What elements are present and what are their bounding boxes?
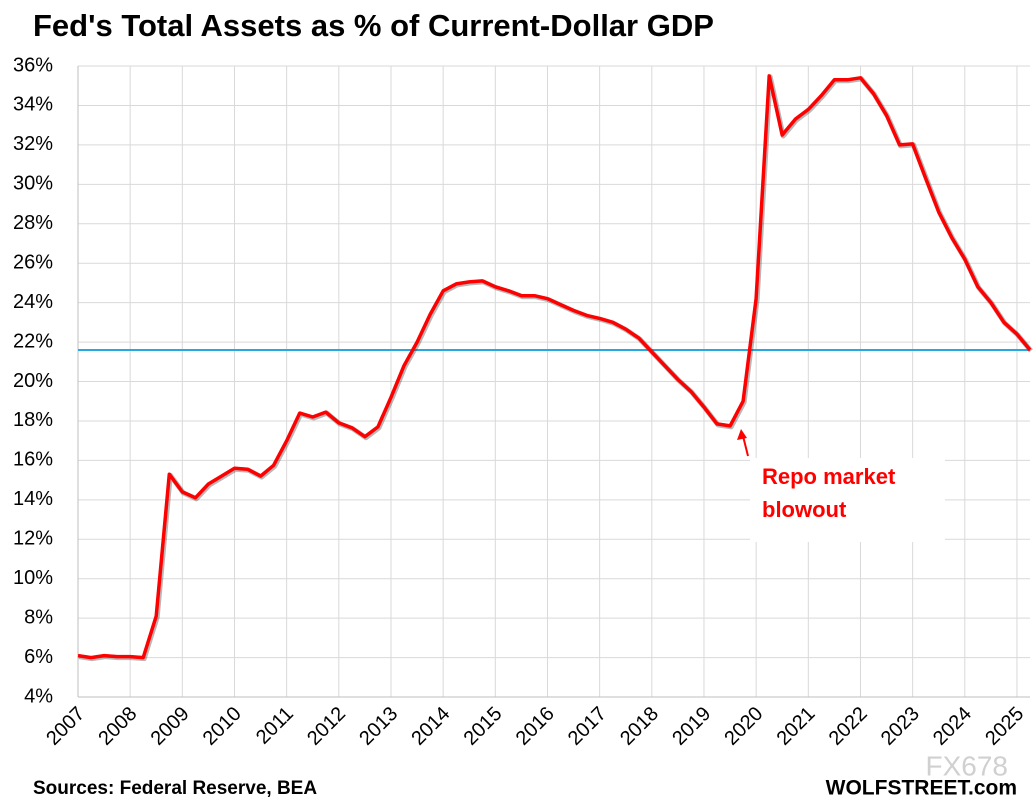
x-tick-label: 2017 — [564, 703, 611, 750]
annotation-arrowhead — [737, 429, 747, 440]
x-tick-label: 2023 — [877, 703, 924, 750]
x-tick-label: 2018 — [616, 703, 663, 750]
y-tick-label: 22% — [13, 330, 53, 352]
y-tick-label: 12% — [13, 528, 53, 550]
y-tick-label: 16% — [13, 449, 53, 471]
annotation-text: Repo market — [762, 464, 896, 489]
watermark: FX678 — [926, 750, 1009, 781]
y-tick-label: 8% — [24, 606, 53, 628]
chart-title: Fed's Total Assets as % of Current-Dolla… — [33, 8, 714, 43]
grid — [77, 65, 1030, 698]
data-line — [77, 74, 1032, 660]
x-tick-label: 2016 — [512, 703, 559, 750]
y-tick-label: 4% — [24, 685, 53, 707]
x-tick-label: 2022 — [825, 703, 872, 750]
y-tick-label: 34% — [13, 94, 53, 116]
credit: WOLFSTREET.com — [826, 777, 1017, 800]
x-tick-label: 2008 — [94, 703, 141, 750]
x-tick-label: 2013 — [355, 703, 402, 750]
y-tick-label: 6% — [24, 646, 53, 668]
x-tick-label: 2020 — [720, 703, 767, 750]
x-tick-label: 2019 — [668, 703, 715, 750]
x-tick-label: 2010 — [199, 703, 246, 750]
source: Sources: Federal Reserve, BEA — [33, 778, 317, 799]
y-tick-label: 18% — [13, 409, 53, 431]
x-tick-label: 2015 — [460, 703, 507, 750]
y-tick-label: 36% — [13, 54, 53, 76]
y-tick-label: 32% — [13, 133, 53, 155]
x-tick-label: 2024 — [929, 703, 976, 750]
x-tick-label: 2011 — [252, 703, 298, 749]
annotation-arrow — [742, 435, 749, 457]
y-tick-label: 26% — [13, 251, 53, 273]
x-tick-label: 2014 — [407, 703, 454, 750]
x-tick-label: 2012 — [303, 703, 350, 750]
x-tick-label: 2025 — [981, 703, 1028, 750]
x-tick-label: 2009 — [147, 703, 194, 750]
y-tick-label: 10% — [13, 567, 53, 589]
y-tick-label: 28% — [13, 212, 53, 234]
x-tick-label: 2007 — [42, 703, 89, 750]
data-line-shadow — [78, 74, 1033, 662]
y-tick-label: 20% — [13, 370, 53, 392]
annotation-text: blowout — [762, 497, 847, 522]
y-tick-label: 14% — [13, 488, 53, 510]
y-tick-label: 30% — [13, 173, 53, 195]
annotation-box — [750, 458, 945, 542]
x-tick-label: 2021 — [773, 703, 820, 750]
y-tick-label: 24% — [13, 291, 53, 313]
